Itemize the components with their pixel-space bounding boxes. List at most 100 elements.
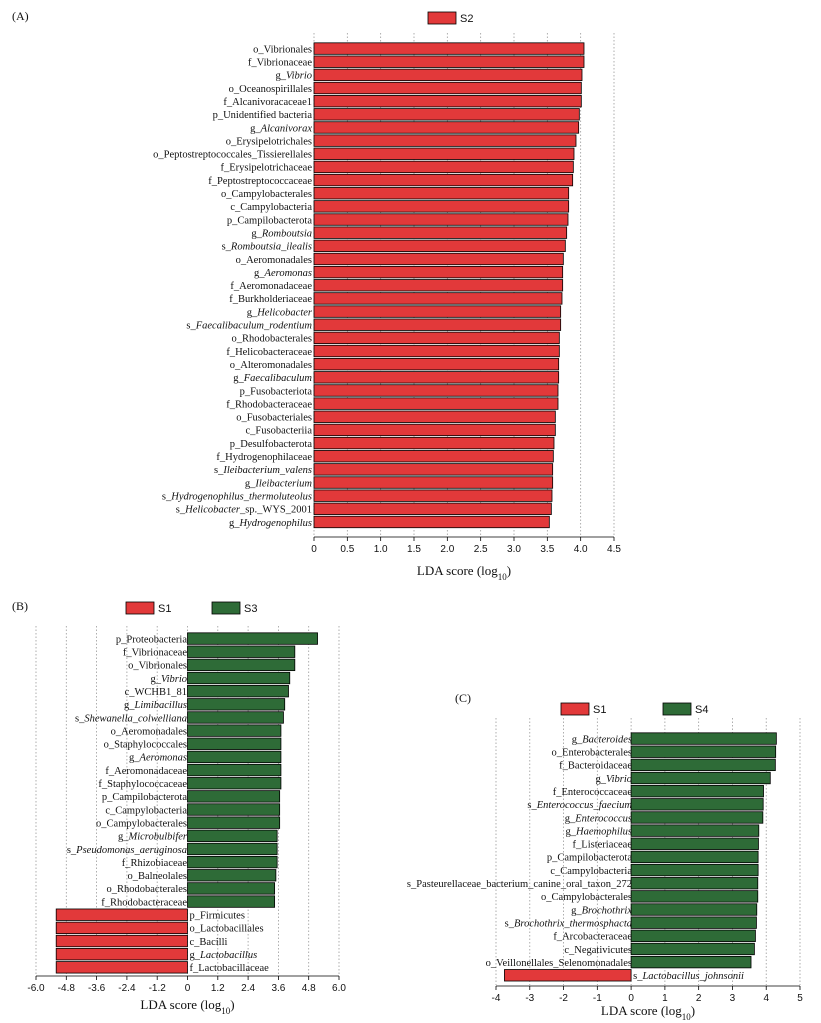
bar-label: g_Faecalibaculum <box>233 373 312 384</box>
x-tick-label: 2.5 <box>474 544 488 555</box>
bar-label: f_Helicobacteraceae <box>226 347 312 358</box>
bar-label: g_Ileibacterium <box>245 478 312 489</box>
bar-s-brochothrix_thermosphacta <box>630 916 757 929</box>
x-tick-label: 2 <box>696 993 702 1004</box>
bar-f-helicobacteraceae <box>313 344 560 358</box>
bar-g-aeromonas <box>187 750 282 764</box>
bar-label: s_Romboutsia_ilealis <box>222 242 312 253</box>
legend-swatch-s3 <box>211 601 241 615</box>
bar-g-ileibacterium <box>313 476 554 489</box>
bar-label: s_Enterococcus_faecium <box>527 800 632 811</box>
bar-label: p_Campilobacterota <box>547 853 632 864</box>
bar-s-pasteurellaceae_bacterium_canine_oral_taxon_272 <box>630 877 759 890</box>
panel-label: (B) <box>12 599 28 613</box>
bar-label: o_Aeromonadales <box>236 255 312 266</box>
x-tick-label: -6.0 <box>27 983 45 994</box>
bar-label: c_Campylobacteria <box>550 866 632 877</box>
bar-p-unidentified bacteria <box>313 108 580 121</box>
x-tick-label: 4.5 <box>607 544 621 555</box>
bar-p-campilobacterota <box>187 790 281 803</box>
bar-label: f_Aeromonadaceae <box>105 766 187 777</box>
bar-f-vibrionaceae <box>187 645 296 658</box>
bar-s-pseudomonas_aeruginosa <box>187 842 278 856</box>
bar-s-lactobacillus_johnsonii <box>504 969 632 982</box>
bar-label: f_Peptostreptococcaceae <box>208 176 312 187</box>
x-tick-label: 0.5 <box>340 544 354 555</box>
bar-label: g_Lactobacillus <box>190 950 258 961</box>
bar-label: g_Limibacillus <box>124 700 187 711</box>
x-tick-label: 2.0 <box>440 544 454 555</box>
bar-label: f_Rhodobacteraceae <box>101 897 187 908</box>
bar-f-alcanivoracaceae1 <box>313 95 582 108</box>
bar-label: g_Hydrogenophilus <box>229 518 312 529</box>
bar-f-listeriaceae <box>630 837 759 850</box>
bar-o-alteromonadales <box>313 358 560 371</box>
bar-f-erysipelotrichaceae <box>313 160 574 174</box>
x-tick-label: 4.0 <box>574 544 588 555</box>
bar-f-aeromonadaceae <box>313 279 564 292</box>
bar-label: o_Staphylococcales <box>104 740 187 751</box>
bar-label: p_Campilobacterota <box>102 792 187 803</box>
bar-label: o_Erysipelotrichales <box>226 136 312 147</box>
bar-s-faecalibaculum_rodentium <box>313 318 562 331</box>
bar-label: o_Vibrionales <box>253 44 312 55</box>
bar-label: c_Campylobacteria <box>230 202 312 213</box>
x-tick-label: -2.4 <box>118 983 136 994</box>
bar-label: p_Campilobacterota <box>227 215 312 226</box>
bar-g-enterococcus <box>630 811 764 824</box>
bar-label: o_Campylobacterales <box>96 818 187 829</box>
x-axis-title: LDA score (log10) <box>140 997 234 1016</box>
bar-o-lactobacillales <box>55 921 188 935</box>
bar-label: o_Fusobacteriales <box>236 413 312 424</box>
bar-label: f_Listeriaceae <box>573 840 633 851</box>
bar-f-hydrogenophilaceae <box>313 450 554 463</box>
x-tick-label: -4 <box>492 993 501 1004</box>
bar-label: f_Erysipelotrichaceae <box>220 163 312 174</box>
x-tick-label: -3.6 <box>88 983 106 994</box>
x-tick-label: 0 <box>185 983 191 994</box>
x-tick-label: -3 <box>525 993 534 1004</box>
bar-o-staphylococcales <box>187 737 282 750</box>
bar-label: o_Campylobacterales <box>221 189 312 200</box>
bar-f-vibrionaceae <box>313 55 585 68</box>
panel-2: (C) S1 S4 -4 -3 -2 -1 0 1 2 3 4 5 g_Bacteroides o_Ente… <box>407 691 803 1022</box>
bar-s-romboutsia_ilealis <box>313 239 566 252</box>
bar-o-rhodobacterales <box>313 331 560 345</box>
bar-c-campylobacteria <box>630 863 759 877</box>
bar-label: f_Enterococcaceae <box>553 787 633 798</box>
bar-c-negativicutes <box>630 942 755 956</box>
bar-p-campilobacterota <box>313 213 569 226</box>
bar-label: s_Hydrogenophilus_thermoluteolus <box>162 491 312 502</box>
bar-label: s_Pasteurellaceae_bacterium_canine_oral_… <box>407 879 632 890</box>
legend-swatch-s1 <box>125 601 155 615</box>
bar-label: o_Enterobacterales <box>552 748 632 759</box>
x-tick-label: 3.5 <box>540 544 554 555</box>
bar-label: f_Arcobacteraceae <box>553 932 632 943</box>
bar-label: o_Peptostreptococcales_Tissierellales <box>153 150 312 161</box>
x-tick-label: 1.2 <box>211 983 225 994</box>
x-tick-label: 1 <box>662 993 668 1004</box>
bar-g-hydrogenophilus <box>313 515 550 529</box>
bar-g-haemophilus <box>630 824 760 837</box>
bar-f-rhodobacteraceae <box>313 397 559 410</box>
bar-label: p_Proteobacteria <box>116 634 187 645</box>
bar-o-vibrionales <box>187 658 296 672</box>
bar-f-staphylococcaceae <box>187 777 282 790</box>
bar-g-limibacillus <box>187 698 286 711</box>
bar-c-bacilli <box>55 934 188 948</box>
bar-label: g_Aeromonas <box>254 268 312 279</box>
legend-swatch-s1 <box>560 702 590 716</box>
bar-label: o_Vibrionales <box>128 661 187 672</box>
bar-f-peptostreptococcaceae <box>313 173 574 187</box>
bar-label: g_Vibrio <box>150 674 187 685</box>
bar-label: g_Vibrio <box>595 774 632 785</box>
bar-label: s_Brochothrix_thermosphacta <box>505 918 632 929</box>
bar-label: p_Desulfobacterota <box>230 439 313 450</box>
bar-o-enterobacterales <box>630 745 777 758</box>
bar-label: g_Aeromonas <box>129 753 187 764</box>
bar-g-vibrio <box>630 771 771 785</box>
bar-label: f_Aeromonadaceae <box>230 281 312 292</box>
bar-g-faecalibaculum <box>313 371 560 384</box>
bar-label: s_Shewanella_colwelliana <box>75 713 187 724</box>
